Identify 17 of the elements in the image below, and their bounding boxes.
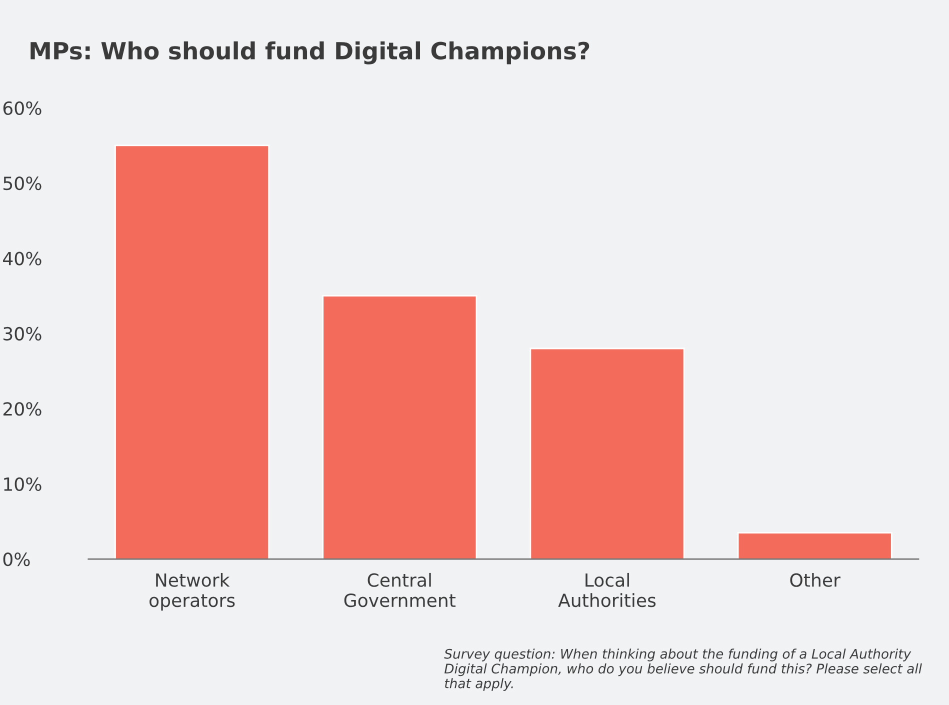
y-tick-label: 60% <box>3 101 42 115</box>
x-tick-label: Central Government <box>344 572 456 608</box>
bar <box>322 295 478 560</box>
y-tick-label: 30% <box>4 326 42 341</box>
y-tick-label: 0% <box>3 552 30 566</box>
x-tick-label: Local Authorities <box>558 572 656 608</box>
x-tick-label: Other <box>790 572 840 587</box>
text: Survey question: When thinking about the funding of a Local Authority Digital Champion, who do you believe should fund this? Please select all that apply. <box>444 648 922 691</box>
y-tick-label: 20% <box>3 402 42 416</box>
y-tick-label: 40% <box>3 252 42 266</box>
bar <box>737 532 892 560</box>
x-tick-label: Network operators <box>150 572 235 611</box>
chart-title: MPs: Who should fund Digital Champions? <box>30 41 590 64</box>
bar <box>114 144 270 560</box>
y-tick-label: 10% <box>4 477 42 491</box>
y-tick-label: 50% <box>4 176 42 190</box>
bar <box>530 348 685 560</box>
